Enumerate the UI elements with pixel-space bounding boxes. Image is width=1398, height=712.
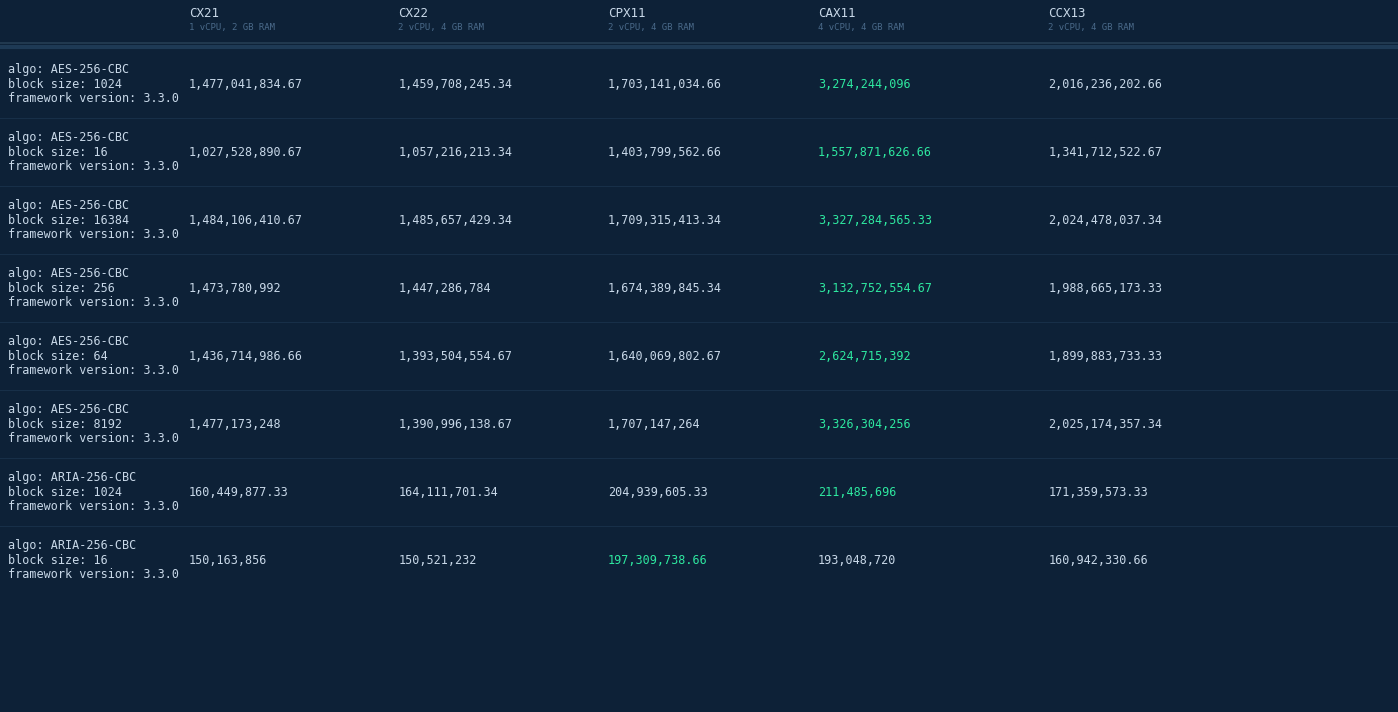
Text: framework version: 3.3.0: framework version: 3.3.0 [8,160,179,174]
Text: framework version: 3.3.0: framework version: 3.3.0 [8,296,179,310]
Text: 197,309,738.66: 197,309,738.66 [608,553,707,567]
Text: 2 vCPU, 4 GB RAM: 2 vCPU, 4 GB RAM [608,23,695,33]
Text: 1,485,657,429.34: 1,485,657,429.34 [398,214,513,226]
Text: 2,016,236,202.66: 2,016,236,202.66 [1048,78,1163,90]
Text: 193,048,720: 193,048,720 [818,553,896,567]
Text: 1,640,069,802.67: 1,640,069,802.67 [608,350,723,362]
Text: 1,027,528,890.67: 1,027,528,890.67 [189,145,303,159]
Text: 160,449,877.33: 160,449,877.33 [189,486,288,498]
Text: framework version: 3.3.0: framework version: 3.3.0 [8,568,179,582]
Text: 1,557,871,626.66: 1,557,871,626.66 [818,145,932,159]
Text: 204,939,605.33: 204,939,605.33 [608,486,707,498]
Text: 1,341,712,522.67: 1,341,712,522.67 [1048,145,1163,159]
Text: 1,473,780,992: 1,473,780,992 [189,281,281,295]
Text: CCX13: CCX13 [1048,7,1086,21]
Text: 1,403,799,562.66: 1,403,799,562.66 [608,145,723,159]
Text: algo: AES-256-CBC: algo: AES-256-CBC [8,63,129,75]
Text: 3,132,752,554.67: 3,132,752,554.67 [818,281,932,295]
Text: block size: 8192: block size: 8192 [8,417,122,431]
Text: 1,477,173,248: 1,477,173,248 [189,417,281,431]
Text: block size: 1024: block size: 1024 [8,486,122,498]
Text: 3,326,304,256: 3,326,304,256 [818,417,910,431]
Text: CX22: CX22 [398,7,428,21]
Text: CPX11: CPX11 [608,7,646,21]
Text: 160,942,330.66: 160,942,330.66 [1048,553,1148,567]
Text: 1,703,141,034.66: 1,703,141,034.66 [608,78,723,90]
Text: algo: ARIA-256-CBC: algo: ARIA-256-CBC [8,471,136,483]
Text: framework version: 3.3.0: framework version: 3.3.0 [8,93,179,105]
Text: 1,707,147,264: 1,707,147,264 [608,417,700,431]
Text: 2,624,715,392: 2,624,715,392 [818,350,910,362]
Text: 150,521,232: 150,521,232 [398,553,477,567]
Text: 1,477,041,834.67: 1,477,041,834.67 [189,78,303,90]
Text: 3,327,284,565.33: 3,327,284,565.33 [818,214,932,226]
Text: CAX11: CAX11 [818,7,856,21]
Text: 1,436,714,986.66: 1,436,714,986.66 [189,350,303,362]
Text: 171,359,573.33: 171,359,573.33 [1048,486,1148,498]
Text: 2 vCPU, 4 GB RAM: 2 vCPU, 4 GB RAM [1048,23,1135,33]
Text: algo: AES-256-CBC: algo: AES-256-CBC [8,130,129,144]
Text: 3,274,244,096: 3,274,244,096 [818,78,910,90]
Text: framework version: 3.3.0: framework version: 3.3.0 [8,432,179,446]
Text: 1,899,883,733.33: 1,899,883,733.33 [1048,350,1163,362]
Text: framework version: 3.3.0: framework version: 3.3.0 [8,365,179,377]
Text: 1,459,708,245.34: 1,459,708,245.34 [398,78,513,90]
Text: CX21: CX21 [189,7,218,21]
Text: algo: ARIA-256-CBC: algo: ARIA-256-CBC [8,538,136,552]
Text: 150,163,856: 150,163,856 [189,553,267,567]
Text: block size: 16384: block size: 16384 [8,214,129,226]
Text: 1,393,504,554.67: 1,393,504,554.67 [398,350,513,362]
Text: 1,484,106,410.67: 1,484,106,410.67 [189,214,303,226]
Text: block size: 64: block size: 64 [8,350,108,362]
Text: algo: AES-256-CBC: algo: AES-256-CBC [8,335,129,347]
Text: 1,674,389,845.34: 1,674,389,845.34 [608,281,723,295]
Text: framework version: 3.3.0: framework version: 3.3.0 [8,229,179,241]
Text: 1,057,216,213.34: 1,057,216,213.34 [398,145,513,159]
Text: 1,988,665,173.33: 1,988,665,173.33 [1048,281,1163,295]
Text: 211,485,696: 211,485,696 [818,486,896,498]
Text: 2,025,174,357.34: 2,025,174,357.34 [1048,417,1163,431]
Text: block size: 1024: block size: 1024 [8,78,122,90]
Text: 164,111,701.34: 164,111,701.34 [398,486,498,498]
Text: 4 vCPU, 4 GB RAM: 4 vCPU, 4 GB RAM [818,23,905,33]
Text: algo: AES-256-CBC: algo: AES-256-CBC [8,199,129,211]
Text: algo: AES-256-CBC: algo: AES-256-CBC [8,266,129,280]
Text: 1,447,286,784: 1,447,286,784 [398,281,491,295]
Text: 1 vCPU, 2 GB RAM: 1 vCPU, 2 GB RAM [189,23,275,33]
Text: 2 vCPU, 4 GB RAM: 2 vCPU, 4 GB RAM [398,23,485,33]
Text: 1,390,996,138.67: 1,390,996,138.67 [398,417,513,431]
Text: 2,024,478,037.34: 2,024,478,037.34 [1048,214,1163,226]
Text: 1,709,315,413.34: 1,709,315,413.34 [608,214,723,226]
Text: block size: 16: block size: 16 [8,145,108,159]
Text: block size: 16: block size: 16 [8,553,108,567]
Text: algo: AES-256-CBC: algo: AES-256-CBC [8,402,129,416]
Text: block size: 256: block size: 256 [8,281,115,295]
Text: framework version: 3.3.0: framework version: 3.3.0 [8,501,179,513]
